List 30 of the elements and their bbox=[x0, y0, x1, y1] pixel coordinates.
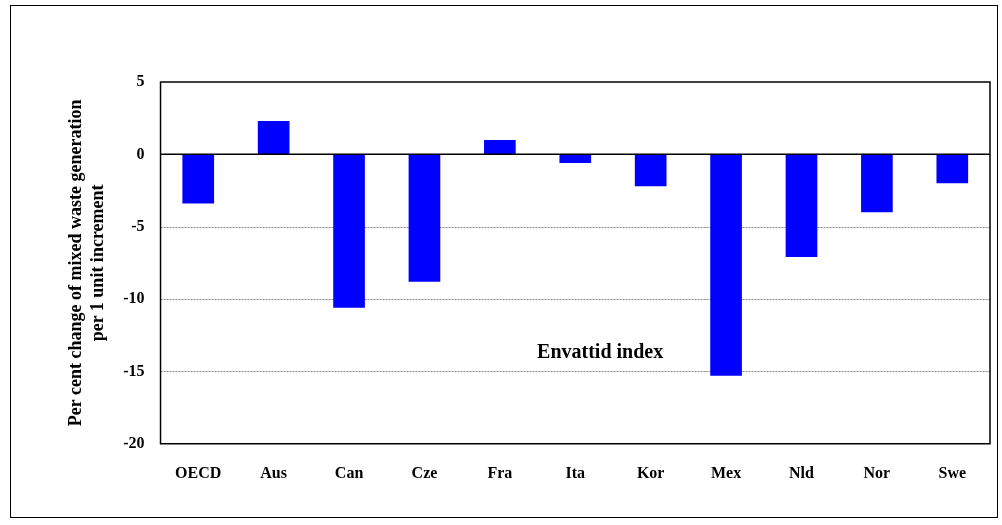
y-tick-label: -10 bbox=[123, 289, 145, 307]
bar bbox=[408, 154, 441, 282]
bar bbox=[333, 154, 365, 308]
y-tick-label: -15 bbox=[123, 361, 145, 379]
bar bbox=[257, 121, 290, 155]
x-tick-label: Kor bbox=[636, 463, 665, 481]
bar bbox=[182, 154, 215, 204]
x-tick-label: Ita bbox=[565, 463, 586, 481]
y-tick-label: 0 bbox=[136, 144, 145, 162]
y-tick-label: -20 bbox=[123, 433, 145, 451]
y-axis-title: Per cent change of mixed waste generation per 1 unit increment bbox=[65, 99, 108, 427]
bar bbox=[785, 154, 818, 258]
x-tick-label: Nor bbox=[863, 463, 891, 481]
x-tick-label: Fra bbox=[487, 463, 513, 481]
y-tick-label: 5 bbox=[136, 72, 145, 90]
x-tick-label: Mex bbox=[710, 463, 742, 481]
x-tick-label: Aus bbox=[260, 463, 287, 481]
x-tick-label: Nld bbox=[789, 463, 815, 481]
annotation: Envattid index bbox=[537, 339, 664, 362]
x-tick-label: OECD bbox=[175, 463, 222, 481]
y-tick-label: -5 bbox=[131, 216, 145, 234]
x-tick-label: Swe bbox=[938, 463, 967, 481]
bar bbox=[936, 154, 969, 184]
bar bbox=[484, 139, 516, 155]
bar bbox=[710, 154, 742, 376]
bar bbox=[634, 154, 667, 187]
x-tick-label: Cze bbox=[411, 463, 438, 481]
bar bbox=[861, 154, 893, 213]
x-tick-label: Can bbox=[334, 463, 364, 481]
bar bbox=[559, 154, 592, 164]
